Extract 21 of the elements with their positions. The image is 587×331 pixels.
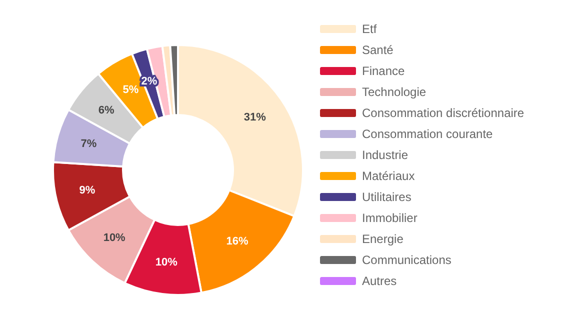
data-label: 9% xyxy=(79,184,96,196)
legend-label: Matériaux xyxy=(362,169,415,183)
legend-label: Finance xyxy=(362,64,406,78)
legend-label: Etf xyxy=(362,22,378,36)
legend-label: Utilitaires xyxy=(362,190,412,204)
data-label: 16% xyxy=(226,236,248,248)
legend-label: Consommation courante xyxy=(362,127,494,141)
data-label: 10% xyxy=(103,232,126,244)
data-label: 31% xyxy=(244,112,266,124)
legend-label: Consommation discrétionnaire xyxy=(362,106,524,120)
legend-label: Immobilier xyxy=(362,211,418,225)
legend-label: Autres xyxy=(362,274,397,288)
legend-label: Technologie xyxy=(362,85,426,99)
data-label: 10% xyxy=(155,256,178,268)
legend-label: Communications xyxy=(362,253,452,267)
data-label: 7% xyxy=(80,138,97,150)
legend-label: Santé xyxy=(362,43,394,57)
data-label: 5% xyxy=(122,84,139,96)
legend-label: Energie xyxy=(362,232,404,246)
data-label: 6% xyxy=(98,104,115,117)
legend-label: Industrie xyxy=(362,148,408,162)
